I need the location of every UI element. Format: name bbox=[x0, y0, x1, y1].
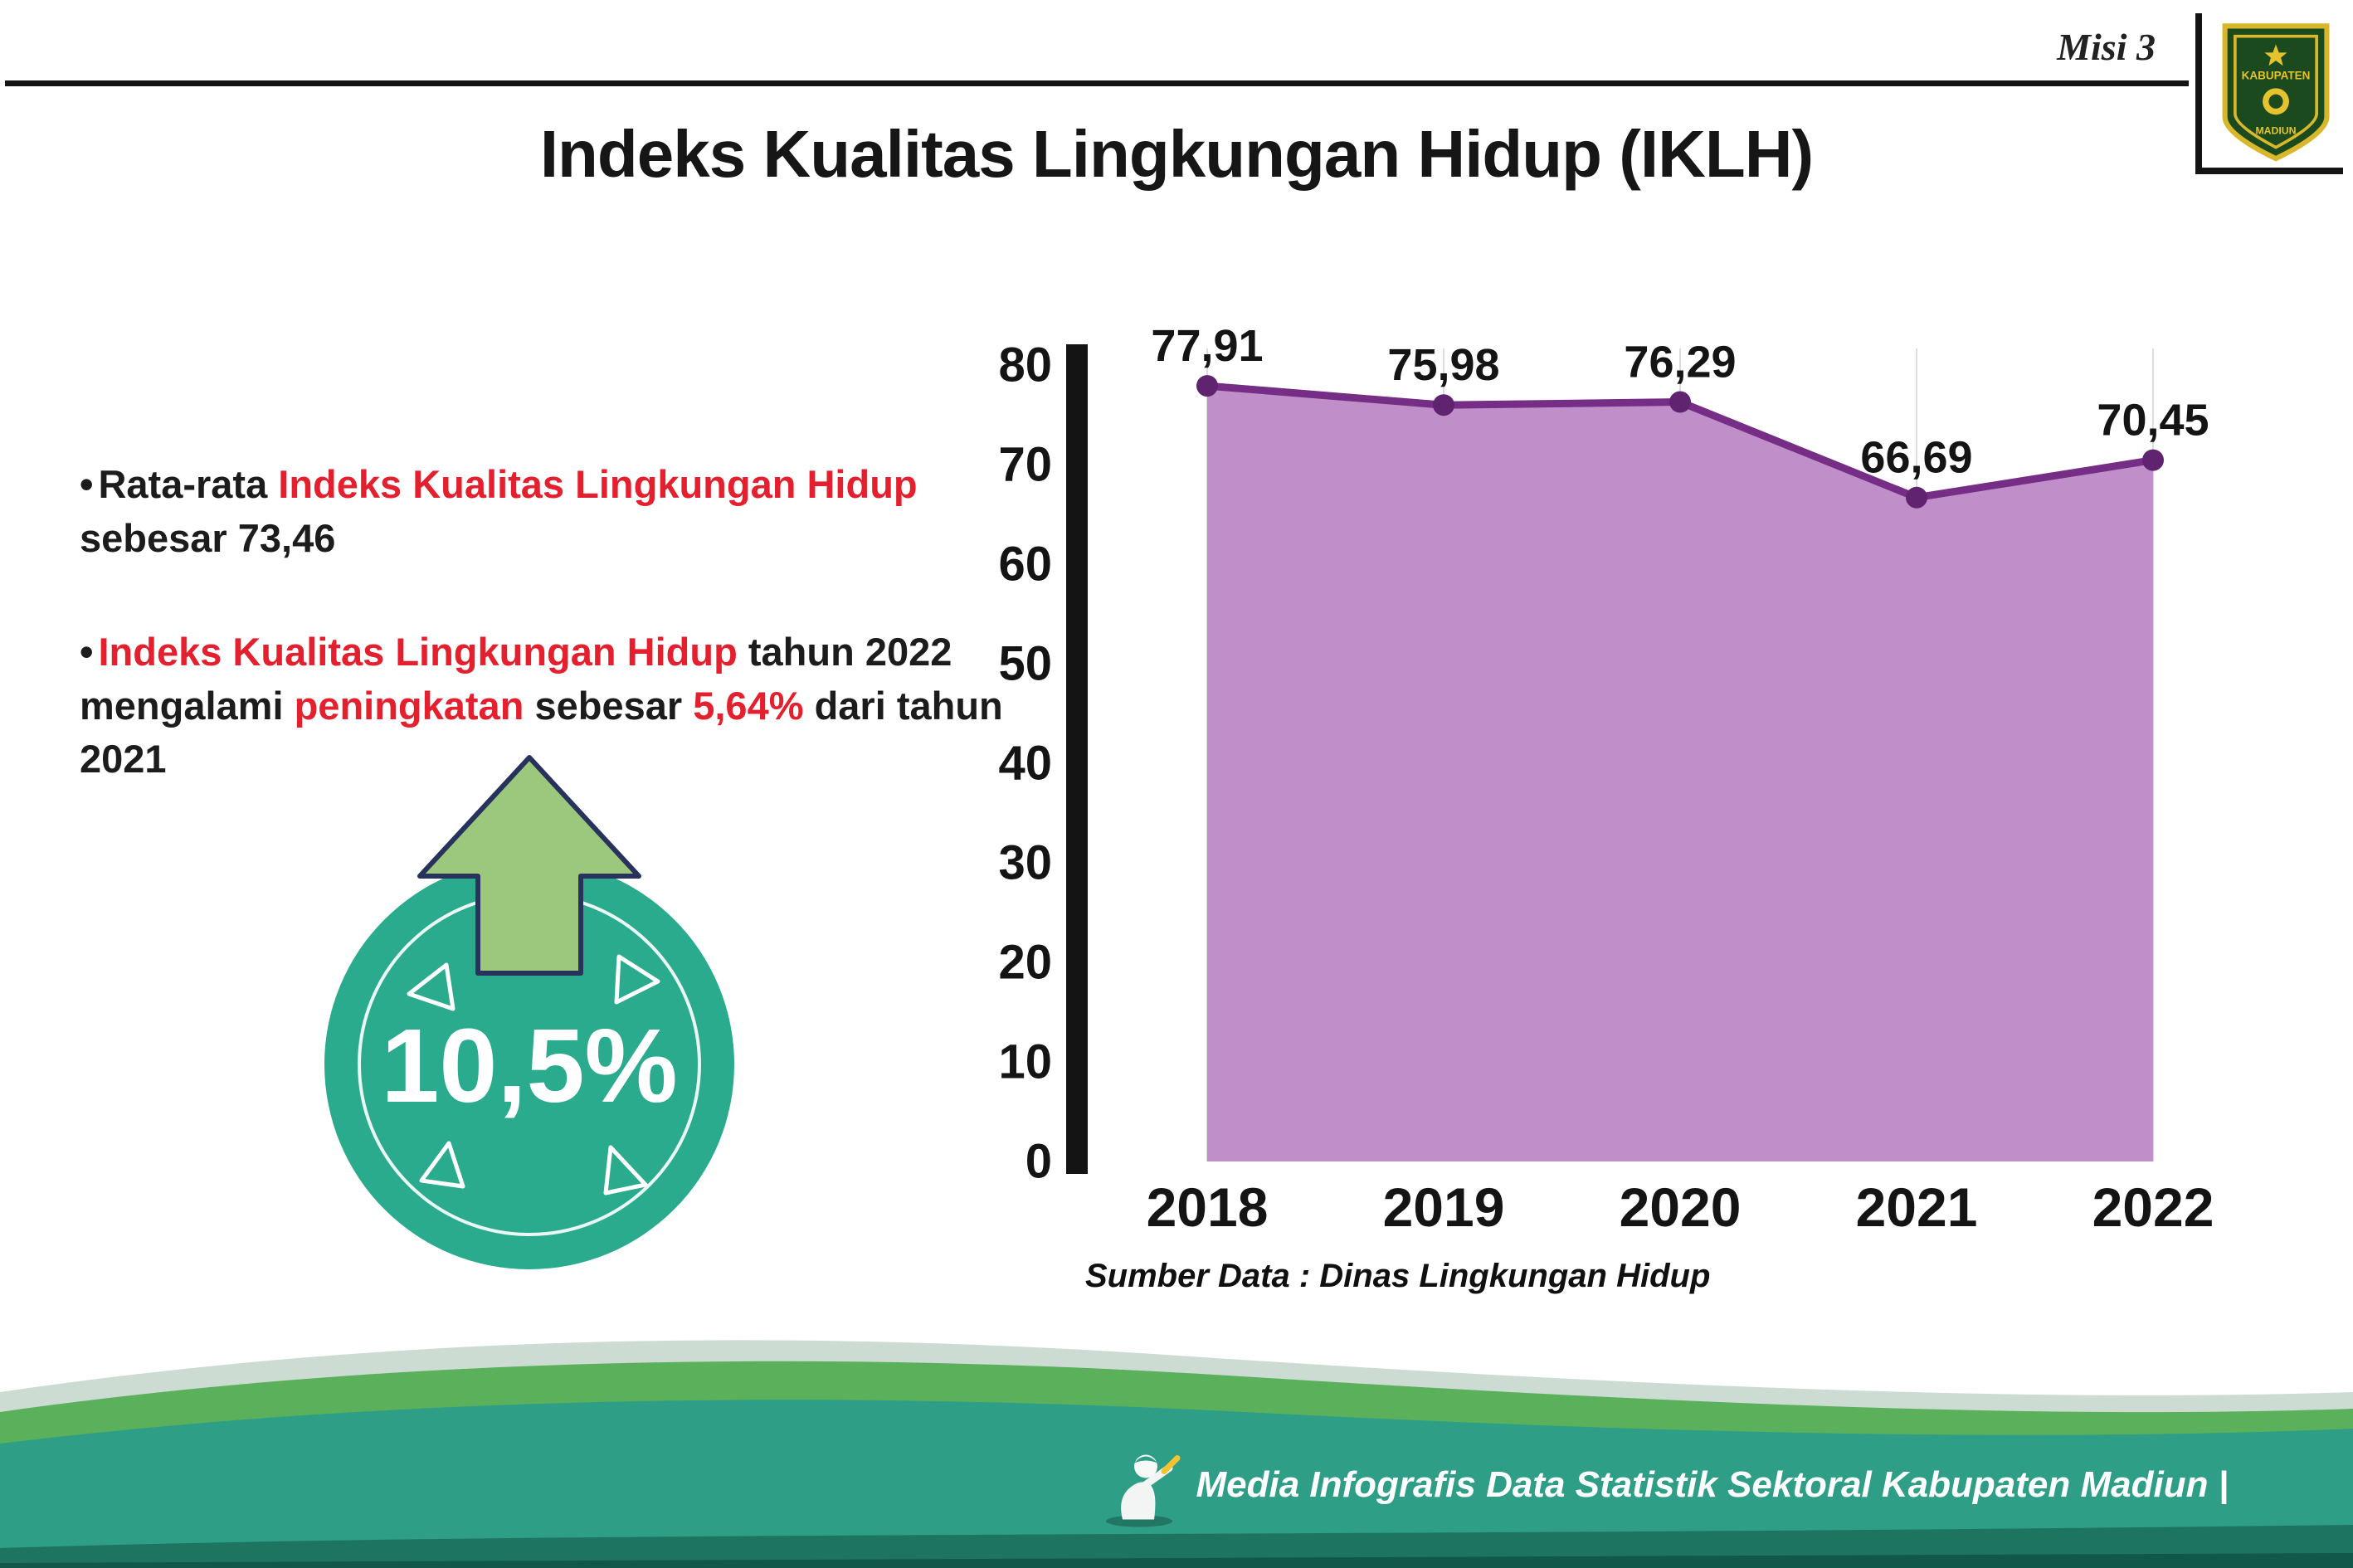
footer: Media Infografis Data Statistik Sektoral… bbox=[1098, 1441, 2229, 1528]
bullet-text: dari tahun 2021 bbox=[80, 683, 1003, 782]
value-label: 75,98 bbox=[1387, 340, 1499, 390]
x-tick-label: 2022 bbox=[2092, 1176, 2214, 1238]
waves-decoration bbox=[0, 1340, 2353, 1568]
logo-text-top: KABUPATEN bbox=[2242, 69, 2311, 81]
mascot-icon bbox=[1106, 1454, 1181, 1527]
bullet-item: Rata-rata Indeks Kualitas Lingkungan Hid… bbox=[80, 458, 1046, 566]
wave-darkest bbox=[0, 1553, 2353, 1568]
iklh-area-chart: 0 10 20 30 40 50 60 70 80 77,91 2018 75,98 2019 76,29… bbox=[998, 321, 2214, 1238]
value-label: 70,45 bbox=[2097, 396, 2209, 446]
value-label: 76,29 bbox=[1624, 338, 1736, 387]
x-tick-label: 2021 bbox=[1856, 1176, 1978, 1238]
data-point bbox=[1433, 394, 1454, 416]
y-tick-label: 30 bbox=[998, 836, 1052, 890]
y-tick-label: 10 bbox=[998, 1035, 1052, 1089]
misi-label: Misi 3 bbox=[2057, 26, 2156, 68]
x-tick-label: 2020 bbox=[1620, 1176, 1742, 1238]
logo-emblem-center bbox=[2268, 94, 2283, 109]
data-point bbox=[1906, 486, 1927, 509]
badge-value: 10,5% bbox=[381, 1007, 677, 1124]
y-tick-label: 0 bbox=[1025, 1135, 1052, 1189]
y-tick-label: 60 bbox=[998, 538, 1052, 592]
top-divider bbox=[5, 80, 2189, 86]
y-tick-label: 70 bbox=[998, 438, 1052, 492]
logo-text-bottom: MADIUN bbox=[2255, 125, 2296, 137]
bullet-text: sebesar 73,46 bbox=[80, 515, 336, 560]
data-point bbox=[2142, 449, 2164, 471]
y-tick-label: 40 bbox=[998, 737, 1052, 791]
x-tick-label: 2018 bbox=[1147, 1176, 1269, 1238]
mascot-cap bbox=[1134, 1456, 1158, 1463]
bullet-item: Indeks Kualitas Lingkungan Hidup tahun 2… bbox=[80, 626, 1046, 787]
x-tick-label: 2019 bbox=[1383, 1176, 1505, 1238]
up-arrow-icon bbox=[417, 755, 641, 976]
corner-triangle-ne bbox=[614, 954, 660, 1005]
bullet-text: Rata-rata bbox=[98, 462, 279, 506]
kabupaten-madiun-logo: KABUPATEN MADIUN bbox=[2222, 23, 2330, 162]
logo-star bbox=[2264, 44, 2287, 66]
bullet-highlight: 5,64% bbox=[693, 683, 804, 728]
area-fill bbox=[1207, 386, 2153, 1161]
corner-triangle-se bbox=[603, 1145, 648, 1195]
footer-credit: Media Infografis Data Statistik Sektoral… bbox=[1196, 1463, 2229, 1505]
y-tick-label: 80 bbox=[998, 338, 1052, 392]
value-label: 66,69 bbox=[1860, 433, 1972, 483]
chart-source: Sumber Data : Dinas Lingkungan Hidup bbox=[1085, 1258, 1711, 1294]
y-axis bbox=[1066, 344, 1088, 1174]
increase-badge: 10,5% bbox=[324, 755, 734, 1269]
wave-teal bbox=[0, 1400, 2353, 1568]
iklh-chart: 0 10 20 30 40 50 60 70 80 77,91 2018 75,98 2019 76,29… bbox=[946, 299, 2353, 1352]
bullet-highlight: Indeks Kualitas Lingkungan Hidup bbox=[278, 462, 918, 506]
mascot-body bbox=[1121, 1482, 1156, 1520]
bullet-text: tahun 2022 mengalami bbox=[80, 629, 952, 728]
bullet-highlight: peningkatan bbox=[294, 683, 524, 728]
y-tick-label: 50 bbox=[998, 637, 1052, 691]
corner-triangle-sw bbox=[419, 1141, 465, 1189]
corner-triangle-nw bbox=[407, 962, 455, 1011]
data-point bbox=[1196, 375, 1218, 397]
bullet-text: sebesar bbox=[524, 683, 694, 728]
data-point bbox=[1669, 391, 1691, 413]
value-label: 77,91 bbox=[1151, 321, 1263, 371]
badge-circle bbox=[324, 859, 734, 1269]
bullet-highlight: Indeks Kualitas Lingkungan Hidup bbox=[98, 629, 738, 674]
bullet-list: Rata-rata Indeks Kualitas Lingkungan Hid… bbox=[80, 458, 1046, 846]
logo-inner-border bbox=[2234, 34, 2318, 149]
page-title: Indeks Kualitas Lingkungan Hidup (IKLH) bbox=[539, 117, 1814, 191]
mascot-pencil bbox=[1161, 1455, 1181, 1474]
logo-frame: KABUPATEN MADIUN bbox=[2195, 13, 2343, 174]
y-tick-label: 20 bbox=[998, 936, 1052, 990]
